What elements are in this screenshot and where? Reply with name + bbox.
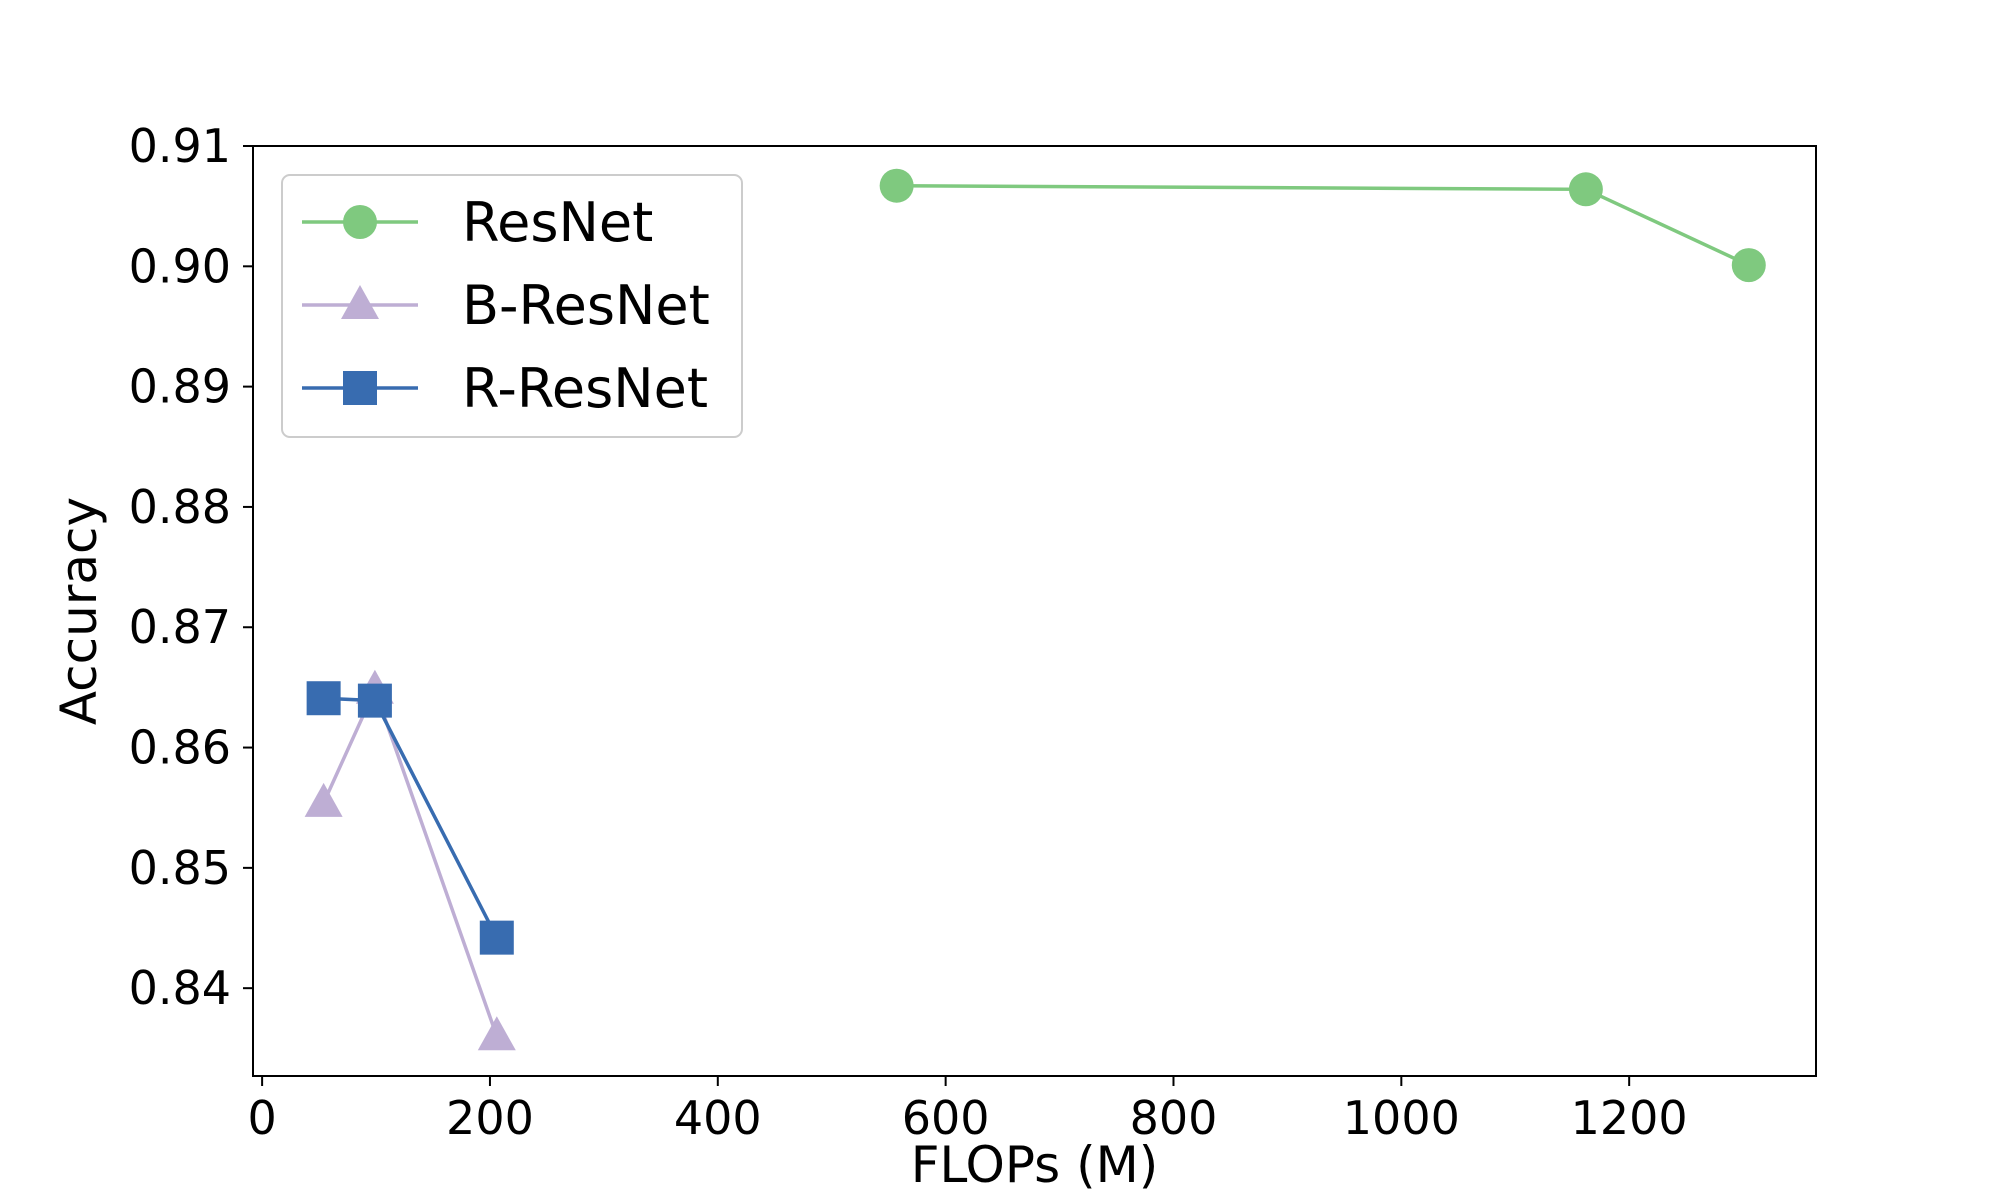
x-tick-label: 400 — [674, 1091, 762, 1145]
series-line — [896, 183, 1750, 267]
series-r-resnet — [306, 681, 514, 955]
legend-label: ResNet — [462, 191, 653, 254]
legend-item-resnet: ResNet — [302, 191, 653, 254]
y-tick-label: 0.85 — [129, 841, 231, 895]
x-tick-label: 1000 — [1343, 1091, 1460, 1145]
data-point — [479, 920, 514, 955]
data-point — [357, 683, 392, 718]
series-b-resnet — [304, 669, 516, 1051]
x-tick-label: 800 — [1130, 1091, 1218, 1145]
y-axis: 0.84 0.85 0.86 0.87 0.88 0.89 0.90 0.91 — [129, 119, 253, 1015]
x-axis-label: FLOPs (M) — [911, 1136, 1159, 1194]
y-axis-label: Accuracy — [50, 497, 108, 725]
data-point — [306, 681, 341, 716]
y-tick-label: 0.84 — [129, 961, 231, 1015]
y-tick-label: 0.86 — [129, 721, 231, 775]
plot-frame — [252, 145, 1817, 1077]
x-tick-label: 200 — [446, 1091, 534, 1145]
x-tick-label: 1200 — [1571, 1091, 1688, 1145]
y-tick-label: 0.87 — [129, 600, 231, 654]
data-point — [477, 1016, 516, 1051]
series-resnet — [879, 168, 1766, 283]
legend-label: R-ResNet — [462, 357, 708, 420]
x-tick-label: 600 — [902, 1091, 990, 1145]
plot-area — [304, 168, 1766, 1051]
y-tick-label: 0.91 — [129, 119, 231, 173]
series-line — [323, 696, 499, 939]
y-tick-label: 0.88 — [129, 480, 231, 534]
x-tick-label: 0 — [247, 1091, 276, 1145]
legend-marker — [343, 371, 377, 405]
x-axis: 0 200 400 600 800 1000 1200 — [247, 1076, 1688, 1145]
series-line — [322, 685, 499, 1037]
data-point — [1568, 172, 1603, 207]
legend-label: B-ResNet — [462, 274, 710, 337]
y-tick-label: 0.90 — [129, 239, 231, 293]
legend-marker — [343, 205, 377, 239]
legend-marker — [341, 285, 379, 319]
legend: ResNet B-ResNet R-ResNet — [281, 174, 743, 438]
legend-item-r-resnet: R-ResNet — [302, 357, 708, 420]
legend-item-b-resnet: B-ResNet — [302, 274, 710, 337]
legend-box — [281, 174, 743, 438]
data-point — [1731, 248, 1766, 283]
y-tick-label: 0.89 — [129, 360, 231, 414]
data-point — [304, 782, 343, 817]
data-point — [879, 168, 914, 203]
